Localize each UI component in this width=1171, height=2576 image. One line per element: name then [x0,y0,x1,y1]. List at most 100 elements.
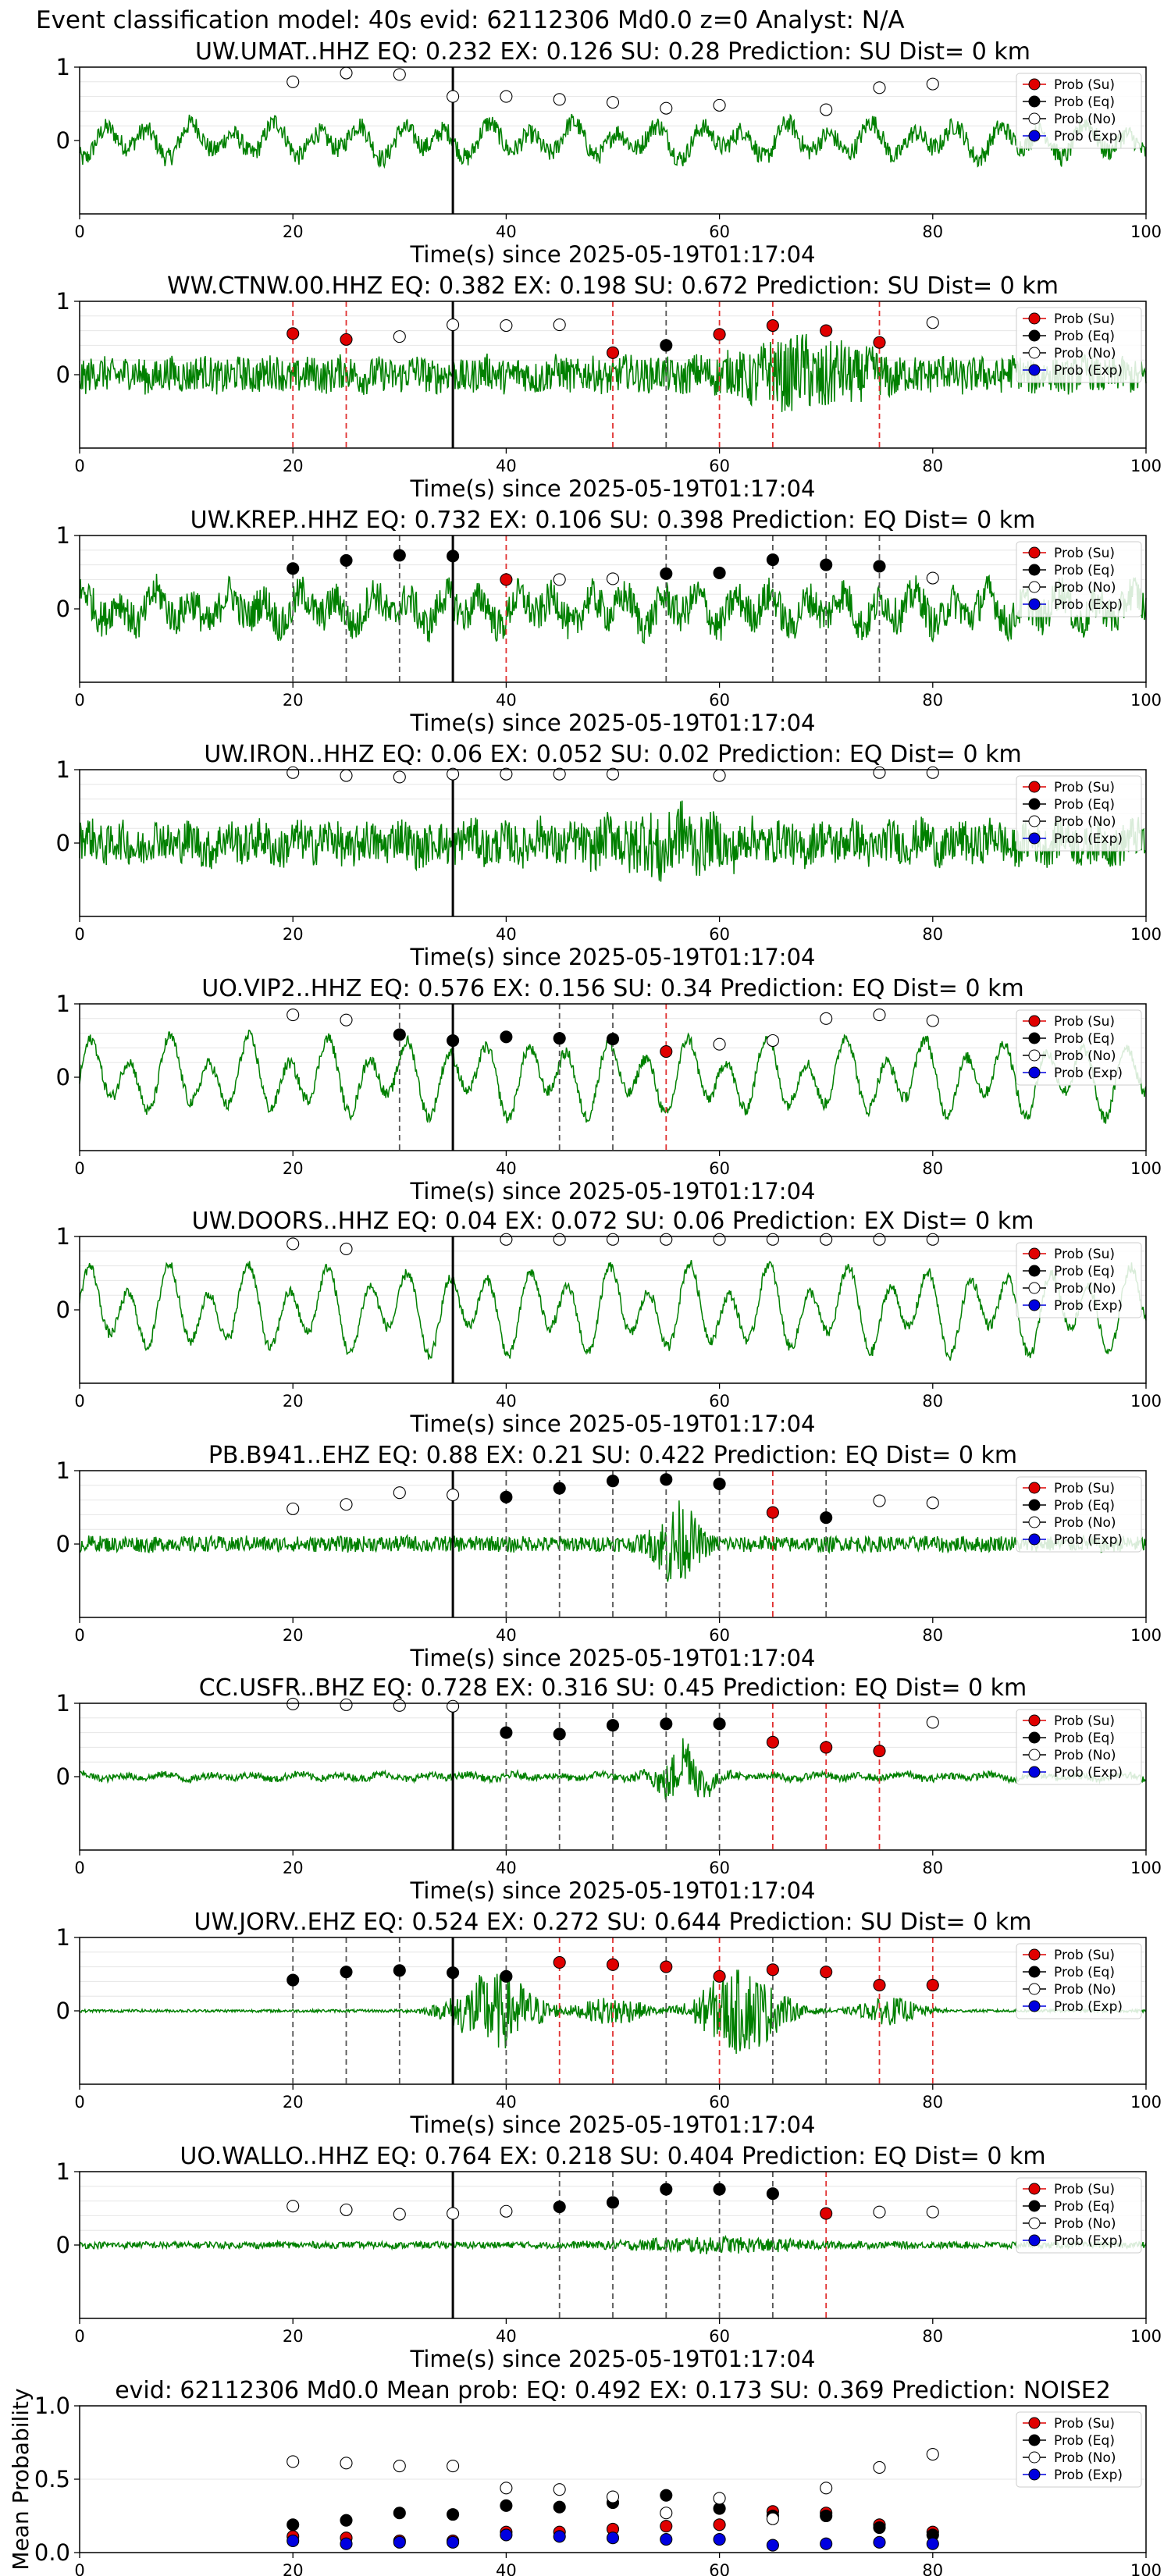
x-tick-label: 20 [283,2093,304,2112]
x-tick-label: 100 [1130,691,1162,710]
prob-marker-no [340,2457,353,2470]
legend-label: Prob (No) [1054,580,1116,596]
legend-label: Prob (Eq) [1054,1731,1115,1746]
legend-box [1016,541,1142,617]
prob-marker-no [713,98,726,112]
x-tick-label: 100 [1130,925,1162,944]
prob-marker-eq [820,1511,833,1525]
x-axis-label: Time(s) since 2025-05-19T01:17:04 [410,241,816,268]
prob-marker-su [606,1958,620,1971]
prob-marker-eq [393,549,406,562]
x-tick-label: 100 [1130,2327,1162,2346]
prob-marker-eq [340,2514,353,2527]
x-tick-label: 20 [283,1859,304,1877]
x-tick-label: 20 [283,1392,304,1411]
x-tick-label: 0 [74,1859,84,1877]
legend-marker [1028,95,1041,108]
x-tick-label: 20 [283,925,304,944]
x-tick-label: 100 [1130,1859,1162,1877]
prob-marker-exp [873,2535,886,2549]
legend-marker [1028,1482,1041,1494]
prob-marker-su [820,1966,833,1979]
x-tick-label: 0 [74,691,84,710]
y-tick-label: 1 [56,1457,70,1484]
prob-marker-no [500,2204,513,2218]
x-tick-label: 60 [709,2561,730,2576]
y-tick-label: 0 [56,830,70,856]
legend-marker [1028,2200,1041,2212]
legend-label: Prob (Exp) [1054,1066,1123,1081]
prob-marker-eq [553,1482,566,1495]
prob-marker-no [713,769,726,782]
legend-marker [1028,798,1041,810]
prob-marker-eq [713,566,726,579]
legend-marker [1028,112,1041,125]
waveform-trace [79,1738,1147,1801]
prob-marker-no [393,770,406,784]
prob-marker-eq [713,1717,726,1731]
prob-marker-eq [447,1966,460,1980]
x-tick-label: 80 [922,2561,943,2576]
prob-marker-no [447,767,460,781]
x-tick-label: 0 [74,925,84,944]
x-tick-label: 80 [922,2327,943,2346]
legend-label: Prob (No) [1054,346,1116,361]
prob-marker-no [287,75,300,88]
prob-marker-eq [500,1490,513,1503]
prob-marker-eq [606,2196,620,2209]
y-tick-label: 1 [56,288,70,315]
legend-marker [1028,598,1041,610]
prob-marker-su [287,327,300,340]
x-tick-label: 100 [1130,2093,1162,2112]
x-tick-label: 40 [496,2561,517,2576]
legend-marker [1028,1265,1041,1277]
legend-marker [1028,312,1041,325]
prob-marker-no [287,2455,300,2468]
subplot-grid: UW.UMAT..HHZ EQ: 0.232 EX: 0.126 SU: 0.2… [8,38,1162,2576]
prob-marker-su [500,573,513,586]
subplot-11: evid: 62112306 Md0.0 Mean prob: EQ: 0.49… [8,2377,1162,2576]
legend-box [1016,775,1142,852]
legend-label: Prob (Exp) [1054,363,1123,379]
legend-marker [1028,2183,1041,2195]
legend-label: Prob (Eq) [1054,1498,1115,1514]
x-tick-label: 100 [1130,222,1162,241]
prob-marker-no [393,1486,406,1500]
x-tick-label: 20 [283,222,304,241]
legend-marker [1028,1499,1041,1511]
legend-box [1016,1009,1142,1086]
prob-marker-eq [606,1719,620,1732]
x-tick-label: 60 [709,2327,730,2346]
prob-marker-no [553,318,566,332]
legend-label: Prob (Eq) [1054,2433,1115,2449]
legend-marker [1028,1066,1041,1079]
prob-marker-no [393,68,406,81]
legend-label: Prob (Su) [1054,546,1115,561]
prob-marker-no [873,2460,886,2475]
prob-marker-exp [926,2537,939,2550]
subplot-title: UW.KREP..HHZ EQ: 0.732 EX: 0.106 SU: 0.3… [190,507,1036,534]
legend-marker [1028,581,1041,593]
y-tick-label: 0 [56,1531,70,1557]
x-tick-label: 100 [1130,1159,1162,1178]
y-tick-label: 0 [56,1297,70,1323]
legend-marker [1028,1015,1041,1027]
prob-marker-no [287,1502,300,1515]
subplot-title: CC.USFR..BHZ EQ: 0.728 EX: 0.316 SU: 0.4… [199,1674,1027,1702]
prob-marker-su [766,1506,779,1519]
legend-label: Prob (Su) [1054,1481,1115,1496]
prob-marker-su [873,336,886,349]
legend-label: Prob (Su) [1054,2182,1115,2197]
subplot-7: PB.B941..EHZ EQ: 0.88 EX: 0.21 SU: 0.422… [56,1442,1162,1671]
prob-marker-no [766,1034,779,1048]
y-tick-label: 0 [56,1763,70,1790]
legend-marker [1028,815,1041,827]
prob-marker-eq [393,1028,406,1041]
prob-marker-no [287,766,300,779]
prob-marker-no [393,2208,406,2221]
legend-marker [1028,1966,1041,1978]
prob-marker-su [713,328,726,341]
legend-label: Prob (Exp) [1054,129,1123,144]
prob-marker-eq [660,339,673,352]
